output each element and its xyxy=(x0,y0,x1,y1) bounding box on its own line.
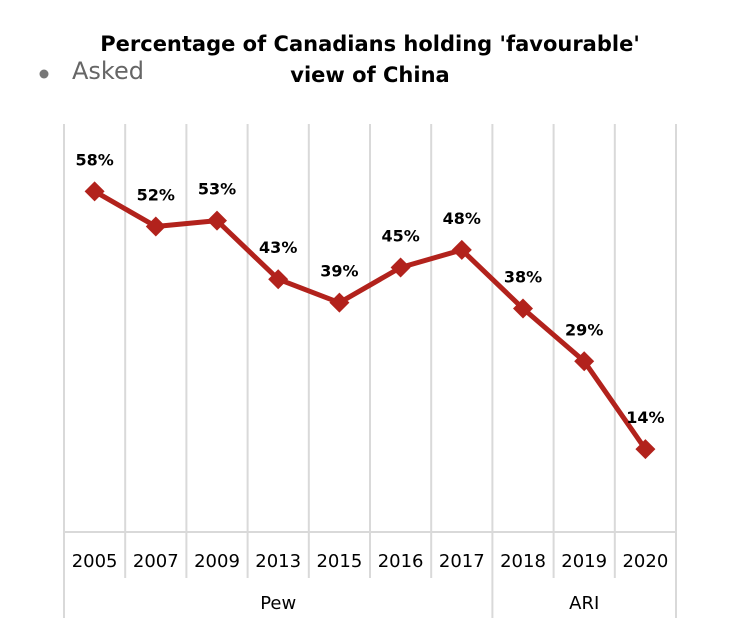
series xyxy=(84,181,656,460)
data-label: 39% xyxy=(320,262,358,281)
x-tick-label: 2017 xyxy=(439,551,485,572)
data-label: 45% xyxy=(381,227,419,246)
data-label: 52% xyxy=(137,185,175,204)
data-point-marker xyxy=(451,239,472,260)
data-label: 14% xyxy=(626,408,664,427)
x-tick-label: 2013 xyxy=(255,551,301,572)
data-point-marker xyxy=(329,292,350,313)
x-tick-label: 2019 xyxy=(561,551,607,572)
data-labels: 58% 52% 53% 43% 39% 45% 48% 38% 29% 14% xyxy=(75,150,664,427)
chart-title-line-1: Percentage of Canadians holding 'favoura… xyxy=(100,32,640,56)
chart-title-line-2: view of China xyxy=(290,63,449,87)
series-line xyxy=(92,188,648,452)
data-point-marker xyxy=(513,298,533,319)
data-label: 48% xyxy=(443,209,481,228)
grid xyxy=(63,124,677,532)
group-label: Pew xyxy=(260,593,296,614)
data-point-marker xyxy=(207,210,227,231)
data-label: 38% xyxy=(504,268,542,287)
data-label: 58% xyxy=(75,150,113,169)
bullet-label: Asked xyxy=(72,57,144,85)
x-tick-label: 2007 xyxy=(133,551,179,572)
data-label: 53% xyxy=(198,180,236,199)
x-axis: 2005 2007 2009 2013 2015 2016 2017 2018 2019 2020… xyxy=(63,531,677,618)
x-tick-label: 2005 xyxy=(72,551,118,572)
x-tick-label: 2020 xyxy=(622,551,668,572)
data-point-marker xyxy=(390,257,411,278)
data-point-marker xyxy=(635,439,656,460)
bullet-dot xyxy=(39,69,49,79)
x-tick-label: 2009 xyxy=(194,551,240,572)
data-point-marker xyxy=(145,216,166,237)
group-label: ARI xyxy=(569,593,599,614)
data-label: 29% xyxy=(565,320,603,339)
x-tick-label: 2016 xyxy=(378,551,424,572)
data-label: 43% xyxy=(259,238,297,257)
x-tick-label: 2018 xyxy=(500,551,546,572)
data-point-marker xyxy=(574,351,595,372)
data-point-marker xyxy=(84,181,105,202)
data-point-marker xyxy=(268,269,289,290)
x-tick-label: 2015 xyxy=(316,551,362,572)
